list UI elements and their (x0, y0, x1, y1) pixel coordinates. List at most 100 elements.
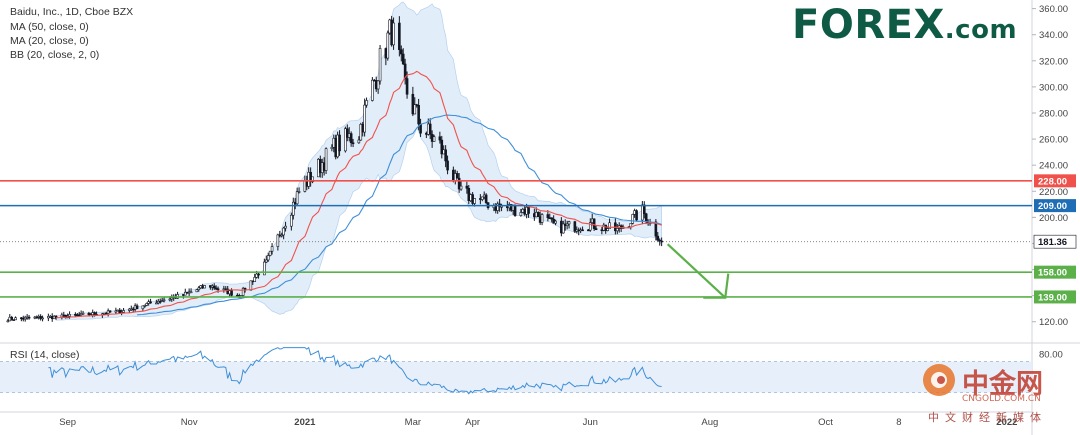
ma20-line (56, 70, 662, 319)
forex-logo-suffix: .com (944, 15, 1018, 45)
x-tick-label: Jun (583, 417, 598, 428)
candle-body (654, 221, 658, 237)
candle-body (249, 280, 253, 291)
candle-body (376, 80, 380, 90)
candle-body (87, 312, 91, 316)
candle-body (183, 291, 187, 296)
y-tick-label: 260.00 (1039, 135, 1068, 146)
x-tick-label: 2022 (996, 417, 1017, 428)
candle-body (357, 139, 361, 144)
candle-body (592, 218, 596, 229)
candle-body (149, 301, 152, 304)
candle-body (345, 128, 349, 138)
candle-body (6, 320, 10, 323)
candle-body (378, 48, 382, 82)
candle-body (546, 214, 550, 218)
candle-body (644, 213, 648, 223)
last-price-tag (1033, 234, 1077, 249)
candle-body (197, 287, 201, 290)
candle-body (195, 289, 199, 293)
candle-body (392, 22, 395, 46)
candle-body (484, 194, 488, 203)
candle-body (428, 123, 432, 135)
candle-body (513, 204, 517, 216)
candle-body (604, 224, 608, 231)
candle-body (284, 225, 287, 229)
projection-arrow (666, 243, 727, 299)
ma50-legend: MA (50, close, 0) (10, 21, 89, 33)
candle-body (264, 259, 268, 263)
y-tick-label: 300.00 (1039, 82, 1068, 93)
candle-body (519, 212, 523, 216)
candle-body (344, 128, 347, 152)
candle-body (608, 222, 611, 229)
y-tick-label: 320.00 (1039, 56, 1068, 67)
candle-body (114, 310, 118, 313)
candle-body (438, 136, 442, 141)
candle-body (268, 250, 272, 256)
candle-body (255, 273, 258, 278)
candle-body (631, 214, 635, 224)
candle-body (440, 139, 444, 155)
y-tick-label: 120.00 (1039, 317, 1068, 328)
candle-body (81, 312, 85, 315)
candle-body (500, 205, 503, 208)
candle-body (263, 261, 266, 276)
candle-body (155, 302, 158, 305)
candle-body (145, 303, 149, 306)
candle-body (444, 149, 447, 162)
candle-body (282, 227, 285, 236)
candle-body (93, 312, 96, 315)
y-tick-label: 220.00 (1039, 187, 1068, 198)
candle-body (615, 228, 619, 232)
pivot-price-label: 209.00 (1038, 201, 1067, 212)
candle-body (550, 217, 554, 220)
candle-body (351, 142, 355, 145)
projection-arrowhead (703, 273, 730, 299)
cngold-watermark: 中金网 (962, 369, 1043, 400)
candle-body (108, 310, 112, 313)
candle-body (413, 104, 417, 115)
x-tick-label: Sep (59, 417, 76, 428)
candle-body (291, 201, 295, 216)
candle-body (635, 210, 638, 221)
candle-body (480, 196, 484, 200)
candle-body (432, 136, 436, 142)
candle-body (212, 285, 216, 289)
rsi-line (48, 346, 662, 395)
support-2-price-label: 139.00 (1038, 292, 1067, 303)
candle-body (203, 285, 206, 289)
candle-body (295, 191, 299, 205)
candle-body (606, 228, 609, 231)
candle-body (162, 299, 166, 302)
x-tick-label: Oct (818, 417, 833, 428)
candle-body (338, 134, 341, 152)
pivot-price-tag (1034, 199, 1076, 213)
candle-body (573, 221, 577, 232)
forex-logo-text: FOREX (792, 2, 945, 48)
cngold-url: CNGOLD.COM.CN (962, 394, 1041, 404)
candle-body (561, 223, 565, 234)
candle-body (656, 235, 660, 241)
candle-body (324, 148, 328, 171)
y-tick-label: 200.00 (1039, 213, 1068, 224)
candle-body (588, 222, 592, 231)
candle-body (270, 246, 274, 252)
candle-body (540, 214, 544, 223)
y-tick-label: 280.00 (1039, 108, 1068, 119)
candle-body (41, 317, 44, 320)
candle-body (398, 22, 401, 50)
candle-body (168, 298, 172, 301)
candle-body (290, 214, 293, 227)
candle-body (629, 223, 633, 228)
candle-body (241, 287, 245, 296)
candle-body (189, 291, 193, 294)
x-tick-label: Aug (701, 417, 718, 428)
candle-body (565, 223, 569, 226)
x-tick-label: Apr (465, 417, 480, 428)
cngold-tagline: 中文财经新媒体 (928, 411, 1047, 424)
candle-body (141, 305, 145, 310)
candle-body (10, 316, 14, 320)
candle-body (399, 49, 403, 55)
